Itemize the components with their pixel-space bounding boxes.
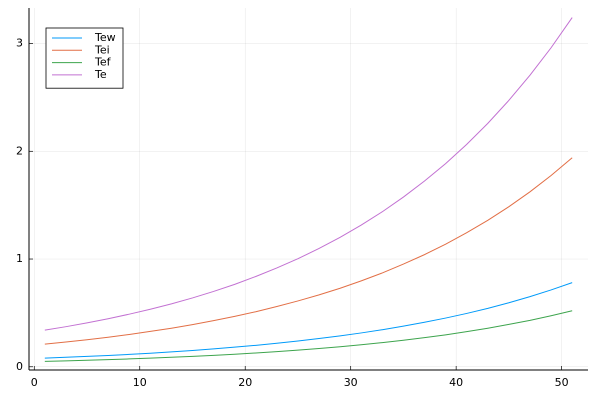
legend-label: Te xyxy=(94,68,107,81)
x-tick-label: 10 xyxy=(133,376,147,389)
x-tick-label: 0 xyxy=(31,376,38,389)
legend-label: Tef xyxy=(94,56,112,69)
y-tick-label: 0 xyxy=(16,360,23,373)
y-tick-label: 3 xyxy=(16,37,23,50)
x-tick-label: 50 xyxy=(555,376,569,389)
legend-label: Tei xyxy=(94,43,110,56)
x-tick-label: 30 xyxy=(344,376,358,389)
legend-box xyxy=(45,27,124,89)
line xyxy=(44,157,573,345)
y-tick-label: 1 xyxy=(16,252,23,265)
line xyxy=(44,282,573,359)
line xyxy=(44,17,573,331)
legend-label: Tew xyxy=(94,31,116,44)
x-tick-label: 20 xyxy=(238,376,252,389)
line xyxy=(44,310,573,362)
y-tick-label: 2 xyxy=(16,144,23,157)
x-tick-label: 40 xyxy=(449,376,463,389)
